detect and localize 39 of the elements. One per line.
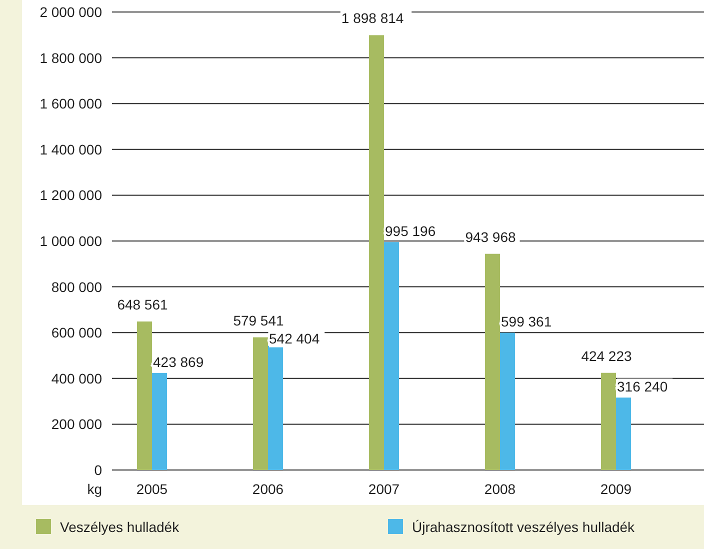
- bar: [369, 35, 384, 470]
- bar: [152, 372, 167, 470]
- data-label: 943 968: [465, 228, 516, 245]
- data-label: 648 561: [117, 296, 168, 312]
- y-tick-label: 1 200 000: [40, 187, 102, 204]
- bar: [137, 321, 152, 470]
- bar: [485, 254, 500, 470]
- bar: [500, 332, 515, 470]
- y-tick-label: 1 000 000: [40, 233, 102, 249]
- data-label: 995 196: [385, 223, 436, 240]
- data-label: 1 898 814: [341, 10, 404, 26]
- data-label: 316 240: [617, 378, 668, 395]
- y-tick-label: 200 000: [51, 416, 102, 432]
- y-tick-label: 600 000: [51, 324, 102, 341]
- x-tick-label: 2009: [600, 481, 632, 497]
- y-tick-label: 2 000 000: [40, 4, 102, 20]
- y-tick-label: 0: [94, 462, 102, 478]
- data-label: 579 541: [233, 312, 284, 328]
- y-tick-label: 1 600 000: [40, 96, 102, 112]
- legend-label: Újrahasznosított veszélyes hulladék: [412, 519, 636, 535]
- x-tick-label: 2006: [252, 481, 284, 497]
- bar: [601, 372, 616, 470]
- bar: [253, 337, 268, 470]
- bar: [268, 346, 283, 470]
- y-tick-label: 400 000: [51, 370, 102, 386]
- bar: [616, 398, 631, 470]
- data-label: 599 361: [501, 314, 552, 330]
- x-tick-label: 2007: [368, 481, 400, 497]
- data-label: 542 404: [269, 330, 320, 346]
- y-axis-title: kg: [87, 481, 102, 497]
- x-tick-label: 2008: [484, 481, 516, 497]
- y-tick-label: 800 000: [51, 278, 102, 295]
- data-label: 423 869: [153, 354, 204, 370]
- y-tick-label: 1 400 000: [40, 141, 102, 158]
- x-tick-label: 2005: [136, 481, 168, 497]
- data-label: 424 223: [581, 348, 632, 364]
- y-tick-label: 1 800 000: [40, 50, 102, 66]
- bar: [384, 242, 399, 470]
- legend-label: Veszélyes hulladék: [60, 519, 180, 535]
